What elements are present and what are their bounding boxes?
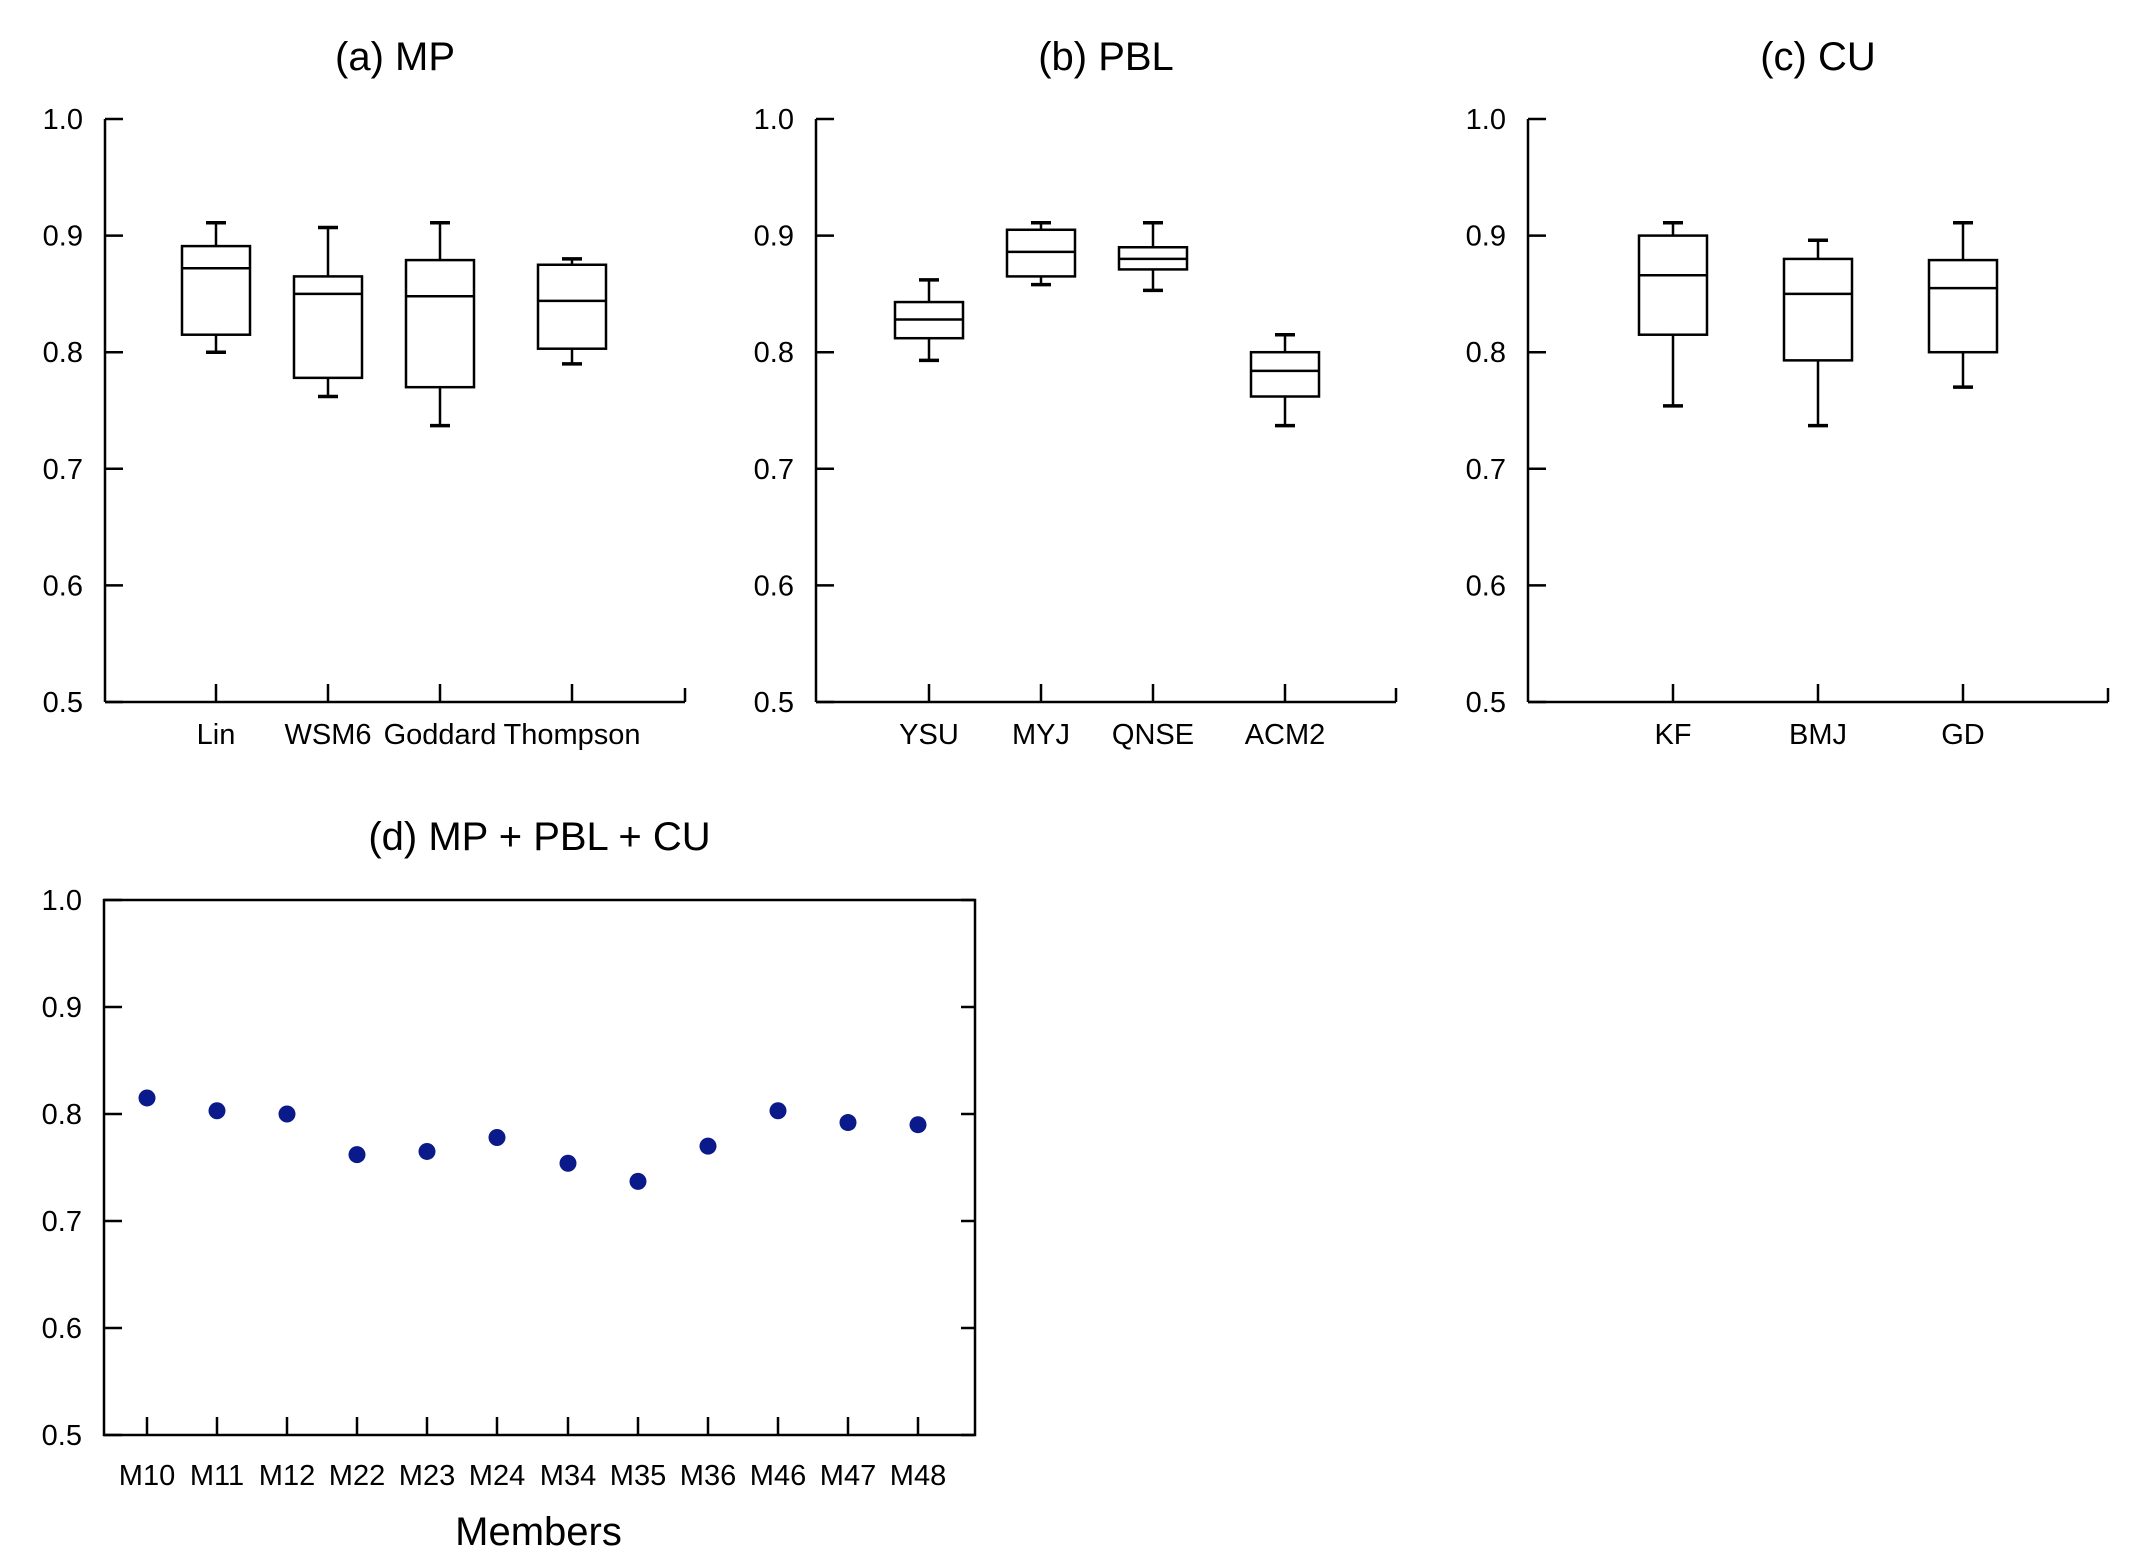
y-tick-label: 0.7 [43, 454, 83, 486]
y-tick-label: 1.0 [1466, 104, 1506, 136]
x-tick-label: M10 [119, 1460, 175, 1492]
box-body [1927, 258, 1999, 354]
x-tick-label: M34 [540, 1460, 596, 1492]
y-tick-label: 0.6 [754, 570, 794, 602]
data-point-m48 [909, 1116, 927, 1134]
data-point-m10 [138, 1089, 156, 1107]
data-point-m36 [699, 1137, 717, 1155]
x-tick-label: M47 [820, 1460, 876, 1492]
y-tick-label: 0.7 [754, 454, 794, 486]
box-acm2 [1249, 332, 1321, 428]
x-tick-label: GD [1941, 719, 1985, 751]
panel-title: (a) MP [335, 35, 455, 79]
x-tick-label: BMJ [1789, 719, 1847, 751]
y-tick-label: 0.7 [1466, 454, 1506, 486]
y-tick-label: 0.5 [754, 687, 794, 719]
x-tick-label: Thompson [503, 719, 640, 751]
box-body [536, 263, 608, 350]
y-tick-label: 1.0 [43, 104, 83, 136]
data-point-m22 [348, 1146, 366, 1164]
box-lin [180, 221, 252, 354]
box-goddard [404, 221, 476, 428]
y-tick-label: 0.9 [754, 221, 794, 253]
data-point-m34 [559, 1154, 577, 1172]
box-wsm6 [292, 225, 364, 399]
y-tick-label: 0.9 [42, 992, 82, 1024]
x-tick-label: Lin [197, 719, 236, 751]
box-gd [1927, 221, 1999, 389]
y-tick-label: 0.8 [754, 337, 794, 369]
box-myj [1005, 221, 1077, 287]
box-qnse [1117, 221, 1189, 293]
x-tick-label: M36 [680, 1460, 736, 1492]
box-body [180, 244, 252, 336]
data-point-m47 [839, 1114, 857, 1132]
x-tick-label: KF [1654, 719, 1691, 751]
panel-b: (b) PBL 1.0 0.9 0.8 0.7 0.6 0.5 YSU MYJ QNSE ACM2 [754, 35, 1398, 751]
box-body [1637, 234, 1709, 336]
x-tick-label: M46 [750, 1460, 806, 1492]
plot-frame [102, 898, 977, 1437]
x-tick-label: M35 [610, 1460, 666, 1492]
x-tick-label: WSM6 [285, 719, 372, 751]
box-body [292, 275, 364, 380]
box-body [1249, 350, 1321, 398]
x-tick-label: MYJ [1012, 719, 1070, 751]
y-tick-label: 0.9 [1466, 221, 1506, 253]
box-bmj [1782, 238, 1854, 428]
data-point-m11 [208, 1102, 226, 1120]
y-tick-label: 0.6 [1466, 570, 1506, 602]
box-ysu [893, 278, 965, 363]
y-tick-label: 0.5 [42, 1420, 82, 1452]
panel-c: (c) CU 1.0 0.9 0.8 0.7 0.6 0.5 KF BMJ GD [1466, 35, 2110, 751]
y-tick-label: 0.5 [43, 687, 83, 719]
y-tick-label: 0.5 [1466, 687, 1506, 719]
data-point-m23 [418, 1142, 436, 1160]
y-tick-label: 0.8 [43, 337, 83, 369]
x-tick-label: M11 [190, 1460, 244, 1492]
panel-title: (b) PBL [1038, 35, 1174, 79]
panel-a: (a) MP 1.0 0.9 0.8 0.7 0.6 0.5 Lin WSM6 Goddard Th… [43, 35, 687, 751]
x-tick-label: YSU [899, 719, 959, 751]
x-tick-label: M22 [329, 1460, 385, 1492]
x-tick-label: M23 [399, 1460, 455, 1492]
y-tick-label: 0.8 [42, 1099, 82, 1131]
x-tick-label: M48 [890, 1460, 946, 1492]
y-tick-label: 0.8 [1466, 337, 1506, 369]
x-axis-label: Members [455, 1510, 622, 1554]
x-tick-label: M24 [469, 1460, 525, 1492]
box-kf [1637, 221, 1709, 408]
y-tick-label: 0.6 [43, 570, 83, 602]
data-point-m35 [629, 1172, 647, 1190]
box-thompson [536, 257, 608, 366]
data-point-m24 [488, 1129, 506, 1147]
data-point-m46 [769, 1102, 787, 1120]
y-tick-label: 1.0 [754, 104, 794, 136]
panel-d: (d) MP + PBL + CU 1.0 0.9 0.8 0.7 0.6 0.5 M10 M1… [42, 815, 977, 1554]
y-tick-label: 0.7 [42, 1206, 82, 1238]
x-tick-label: M12 [259, 1460, 315, 1492]
x-tick-label: Goddard [384, 719, 497, 751]
box-body [1782, 257, 1854, 362]
x-tick-label: ACM2 [1245, 719, 1326, 751]
box-body [404, 258, 476, 389]
panel-title: (d) MP + PBL + CU [368, 815, 710, 859]
panel-title: (c) CU [1760, 35, 1876, 79]
y-tick-label: 0.6 [42, 1313, 82, 1345]
data-point-m12 [278, 1105, 296, 1123]
y-tick-label: 1.0 [42, 885, 82, 917]
y-tick-label: 0.9 [43, 221, 83, 253]
x-tick-label: QNSE [1112, 719, 1194, 751]
